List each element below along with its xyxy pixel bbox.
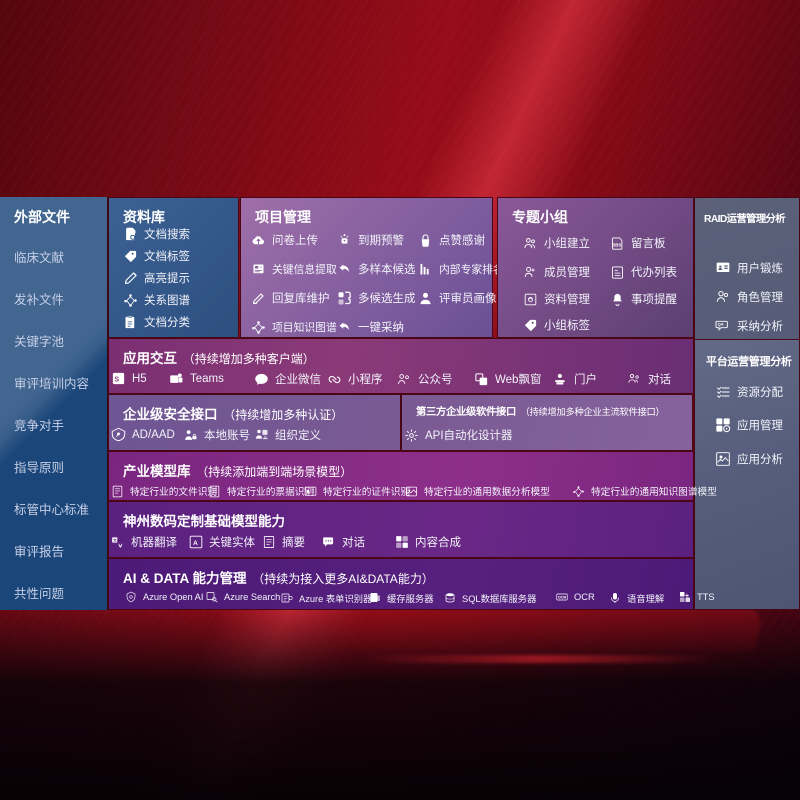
svg-text:BBS: BBS — [612, 242, 621, 247]
svg-text:S: S — [114, 376, 119, 383]
svg-text:文A: 文A — [113, 538, 119, 543]
svg-text:OCR: OCR — [558, 596, 567, 600]
svg-text:QA: QA — [718, 322, 724, 327]
svg-text:A: A — [193, 540, 198, 547]
